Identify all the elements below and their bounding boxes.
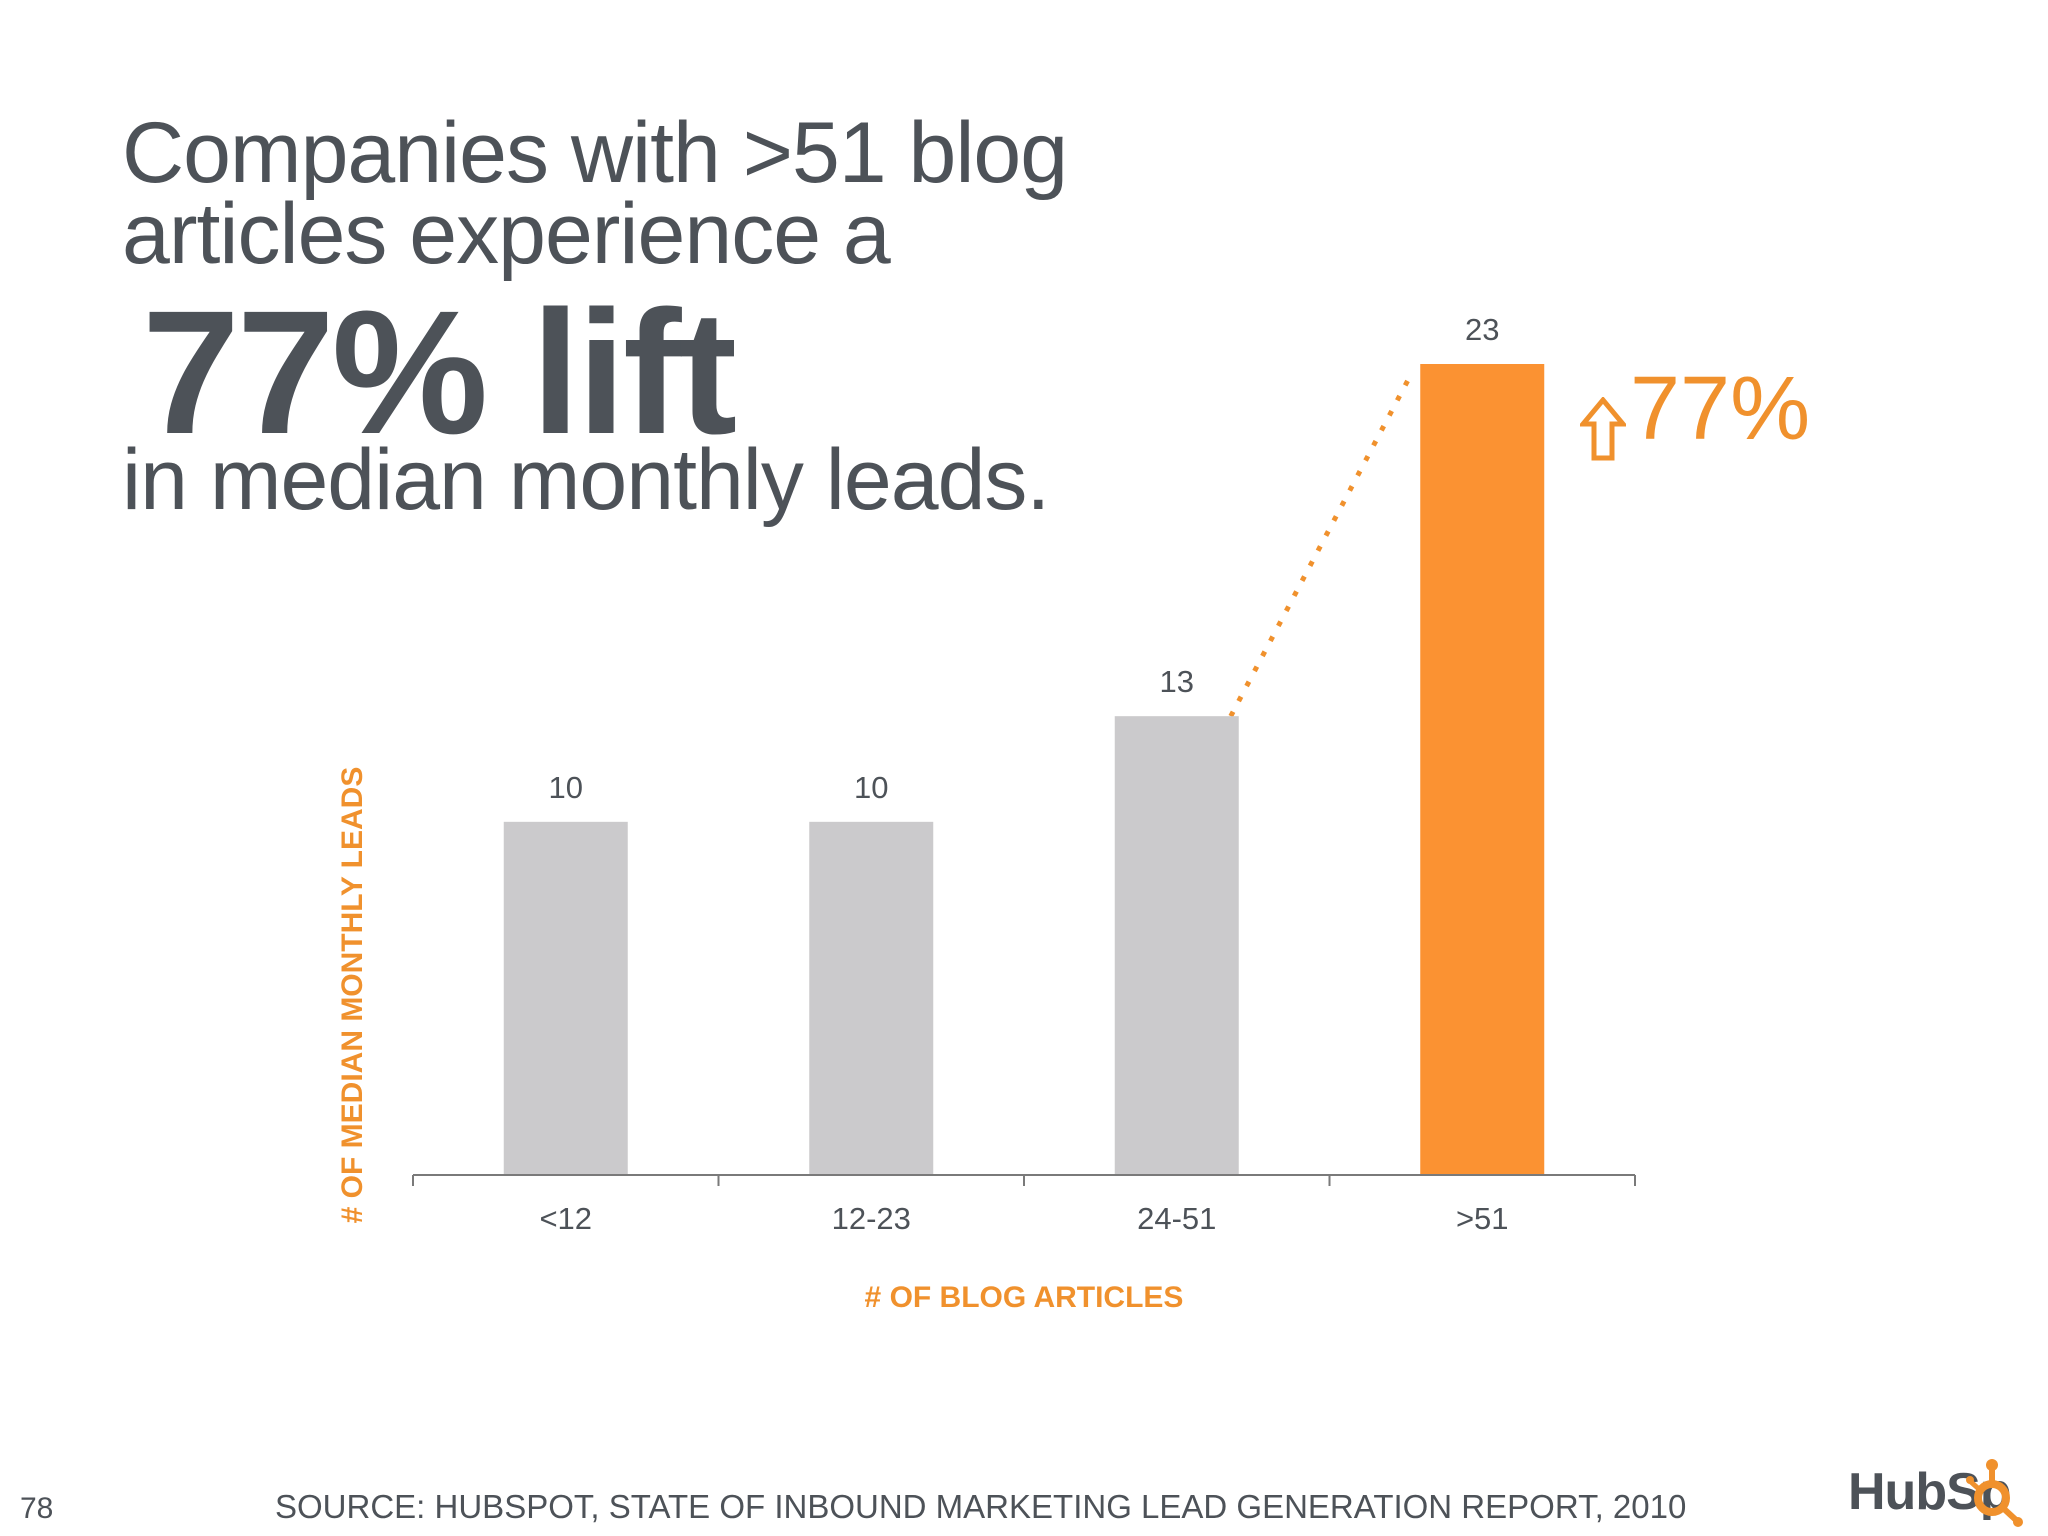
y-axis-title: # OF MEDIAN MONTHLY LEADS bbox=[336, 767, 369, 1224]
bar-value-label-1: 10 bbox=[854, 770, 888, 805]
bar-value-label-2: 13 bbox=[1160, 664, 1194, 699]
bar-value-label-3: 23 bbox=[1465, 312, 1499, 347]
headline-line-1: Companies with >51 blog bbox=[122, 105, 1068, 201]
source-note: SOURCE: HUBSPOT, STATE OF INBOUND MARKET… bbox=[275, 1488, 1687, 1525]
category-label-1: 12-23 bbox=[832, 1201, 911, 1236]
category-label-0: <12 bbox=[539, 1201, 592, 1236]
headline-line-3: in median monthly leads. bbox=[122, 432, 1050, 528]
bar-2 bbox=[1114, 716, 1239, 1174]
category-label-2: 24-51 bbox=[1137, 1201, 1216, 1236]
bar-1 bbox=[809, 821, 934, 1174]
sprocket-icon bbox=[1966, 1458, 2026, 1535]
connector-layer bbox=[1228, 370, 1415, 718]
category-label-3: >51 bbox=[1456, 1201, 1509, 1236]
x-axis bbox=[412, 1174, 1636, 1186]
bars-layer bbox=[503, 364, 1545, 1174]
page-number: 78 bbox=[20, 1492, 54, 1525]
bar-0 bbox=[503, 821, 628, 1174]
headline-highlight: 77% lift bbox=[142, 275, 737, 471]
lift-callout-value: 77% bbox=[1630, 359, 1811, 459]
headline-line-2: articles experience a bbox=[122, 186, 891, 282]
labels-layer: 10 <12 10 12-23 13 24-51 23 >51 bbox=[539, 312, 1508, 1236]
bar-3 bbox=[1420, 364, 1545, 1174]
bar-value-label-0: 10 bbox=[549, 770, 583, 805]
up-arrow-icon bbox=[1577, 380, 1629, 483]
lift-callout: 77% bbox=[1577, 358, 1811, 483]
dotted-connector bbox=[1228, 370, 1415, 718]
x-axis-title: # OF BLOG ARTICLES bbox=[865, 1281, 1184, 1314]
